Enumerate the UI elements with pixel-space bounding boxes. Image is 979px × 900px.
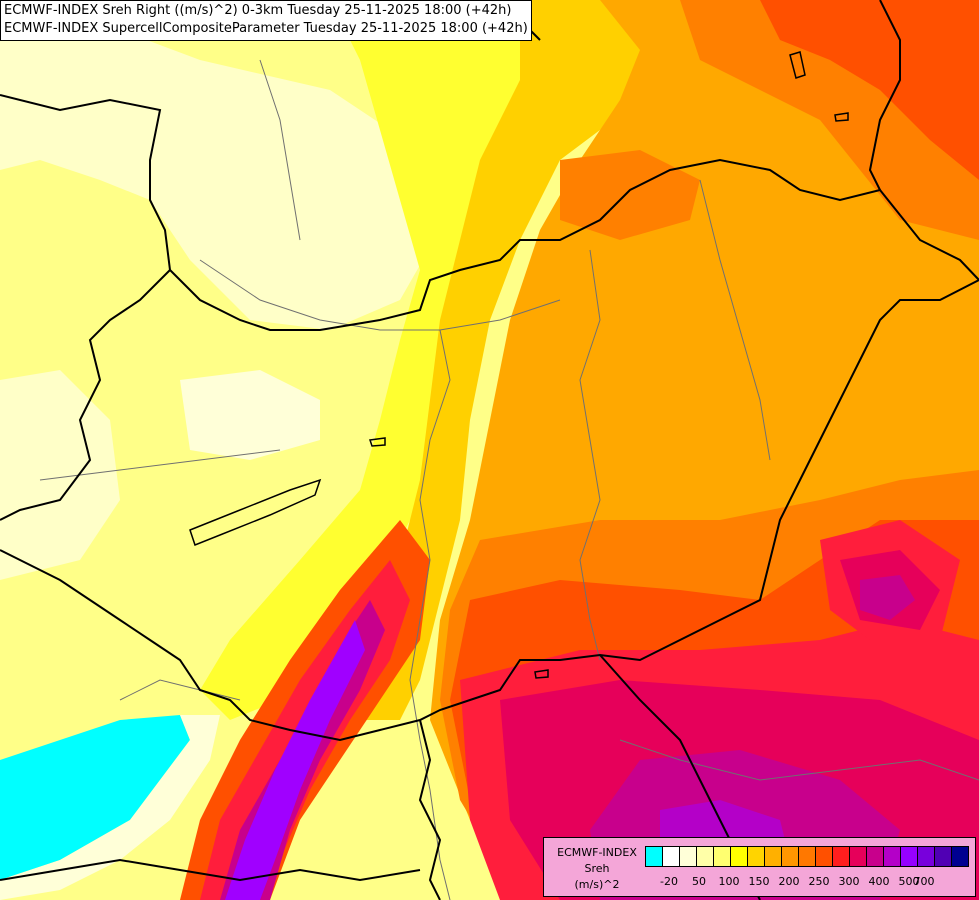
field-magenta-east — [860, 575, 915, 620]
legend-tick-label: 200 — [778, 875, 800, 888]
legend-tick-label: 100 — [718, 875, 740, 888]
map-title-line-2: ECMWF-INDEX SupercellCompositeParameter … — [4, 21, 528, 36]
legend-swatch — [934, 846, 952, 867]
legend-swatch — [662, 846, 680, 867]
field-pale-center — [180, 370, 320, 460]
legend-swatches — [645, 846, 969, 867]
legend-tick-label: 250 — [808, 875, 830, 888]
field-redorange-northeast — [760, 0, 979, 180]
lakes — [189, 51, 849, 679]
rivers — [39, 59, 979, 900]
legend-tick-label: -20 — [660, 875, 678, 888]
legend-swatch — [730, 846, 748, 867]
legend-swatch — [917, 846, 935, 867]
legend-swatch — [849, 846, 867, 867]
legend-swatch — [696, 846, 714, 867]
legend-swatch — [679, 846, 697, 867]
field-cyan-edge — [0, 715, 220, 900]
legend-title-line-2: Sreh — [584, 862, 610, 875]
legend-title: ECMWF-INDEX Sreh (m/s)^2 — [550, 845, 644, 893]
legend-tick-label: 50 — [692, 875, 706, 888]
legend-swatch — [645, 846, 663, 867]
map-title-box: ECMWF-INDEX Sreh Right ((m/s)^2) 0-3km T… — [0, 0, 532, 41]
field-cyan — [0, 715, 190, 880]
legend-swatch — [900, 846, 918, 867]
field-streak-purple — [225, 620, 365, 900]
legend-swatch — [781, 846, 799, 867]
legend-tick-label: 150 — [748, 875, 770, 888]
field-gold — [360, 0, 720, 720]
legend-swatch — [815, 846, 833, 867]
legend-title-line-1: ECMWF-INDEX — [557, 846, 637, 859]
field-yellow — [200, 0, 560, 720]
legend-swatch — [798, 846, 816, 867]
color-legend: ECMWF-INDEX Sreh (m/s)^2 -20 50 100 150 200 2… — [543, 837, 976, 897]
field-pale-west — [0, 370, 120, 580]
legend-swatch — [764, 846, 782, 867]
legend-swatch — [713, 846, 731, 867]
legend-swatch — [951, 846, 969, 867]
legend-swatch — [883, 846, 901, 867]
legend-tick-label: 500 — [898, 875, 920, 888]
legend-swatch — [866, 846, 884, 867]
legend-swatch — [747, 846, 765, 867]
legend-swatch — [832, 846, 850, 867]
field-pale-north — [0, 30, 440, 330]
map-title-line-1: ECMWF-INDEX Sreh Right ((m/s)^2) 0-3km T… — [4, 3, 512, 18]
legend-tick-label: 300 — [838, 875, 860, 888]
legend-title-line-3: (m/s)^2 — [574, 878, 620, 891]
legend-ticks: -20 50 100 150 200 250 300 400 500 700 — [646, 874, 970, 890]
legend-tick-label: 700 — [913, 875, 935, 888]
legend-tick-label: 400 — [868, 875, 890, 888]
